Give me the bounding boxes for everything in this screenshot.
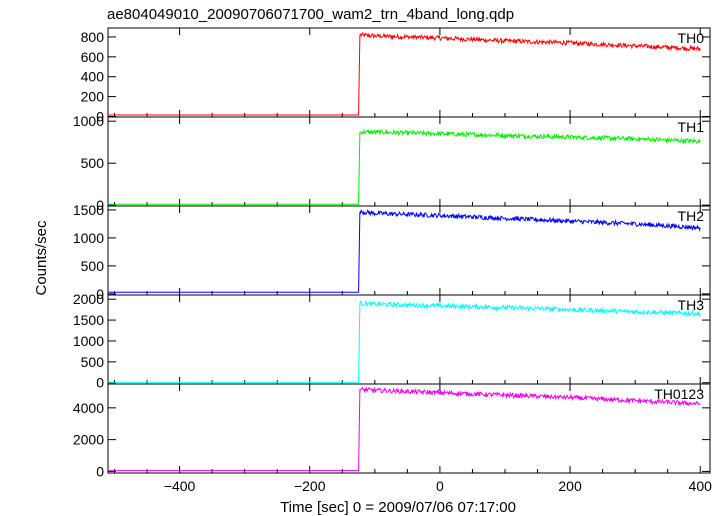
panel-th2: 0 500 1000 1500 TH2 <box>73 202 711 302</box>
panel-frame <box>107 116 711 207</box>
y-tick-label: 400 <box>81 69 105 85</box>
y-tick-label: 4000 <box>73 400 104 416</box>
y-tick-label: 1500 <box>73 312 104 328</box>
chart-title: ae804049010_20090706071700_wam2_trn_4ban… <box>107 6 514 23</box>
series-line-th3 <box>108 300 701 383</box>
y-axis-label: Counts/sec <box>33 220 50 296</box>
y-tick-label: 800 <box>81 29 105 45</box>
panel-frame <box>107 383 711 474</box>
panel-frame <box>107 27 711 118</box>
y-tick-label: 2000 <box>73 291 104 307</box>
y-tick-label: 1000 <box>73 333 104 349</box>
y-tick-label: 1500 <box>73 202 104 218</box>
series-label: TH3 <box>678 297 705 313</box>
x-tick-label: 400 <box>689 478 713 494</box>
y-tick-label: 0 <box>96 197 104 213</box>
y-tick-label: 1000 <box>73 230 104 246</box>
y-tick-label: 0 <box>96 375 104 391</box>
panel-th3: 0 500 1000 1500 2000 TH3 <box>73 291 711 391</box>
panel-th0123: 0 2000 4000 TH0123 <box>73 383 711 479</box>
series-label: TH0 <box>678 30 705 46</box>
panels-group: 0 200 400 600 800 TH0 0 500 1000 TH1 0 500 1000 1500 T… <box>73 27 711 479</box>
y-tick-label: 0 <box>96 463 104 479</box>
x-axis-label: Time [sec] 0 = 2009/07/06 07:17:00 <box>280 499 516 516</box>
panel-frame <box>107 294 711 385</box>
x-tick-label: 0 <box>436 478 444 494</box>
y-tick-label: 0 <box>96 286 104 302</box>
y-tick-label: 1000 <box>73 113 104 129</box>
x-tick-label: −400 <box>164 478 196 494</box>
series-label: TH0123 <box>654 386 704 402</box>
x-axis: −400 −200 0 200 400 <box>164 478 712 494</box>
series-line-th0123 <box>108 386 701 472</box>
y-tick-label: 500 <box>81 258 105 274</box>
y-tick-label: 0 <box>96 109 104 125</box>
y-tick-label: 200 <box>81 89 105 105</box>
y-tick-label: 500 <box>81 354 105 370</box>
series-line-th1 <box>108 128 701 205</box>
x-tick-label: −200 <box>294 478 326 494</box>
panel-frame <box>107 205 711 296</box>
x-tick-label: 200 <box>558 478 582 494</box>
y-tick-label: 500 <box>81 155 105 171</box>
series-line-th0 <box>108 31 701 116</box>
panel-th0: 0 200 400 600 800 TH0 <box>81 27 711 125</box>
series-label: TH1 <box>678 119 705 135</box>
panel-th1: 0 500 1000 TH1 <box>73 113 711 213</box>
y-tick-label: 2000 <box>73 432 104 448</box>
y-tick-label: 600 <box>81 49 105 65</box>
series-label: TH2 <box>678 208 705 224</box>
series-line-th2 <box>108 209 701 293</box>
